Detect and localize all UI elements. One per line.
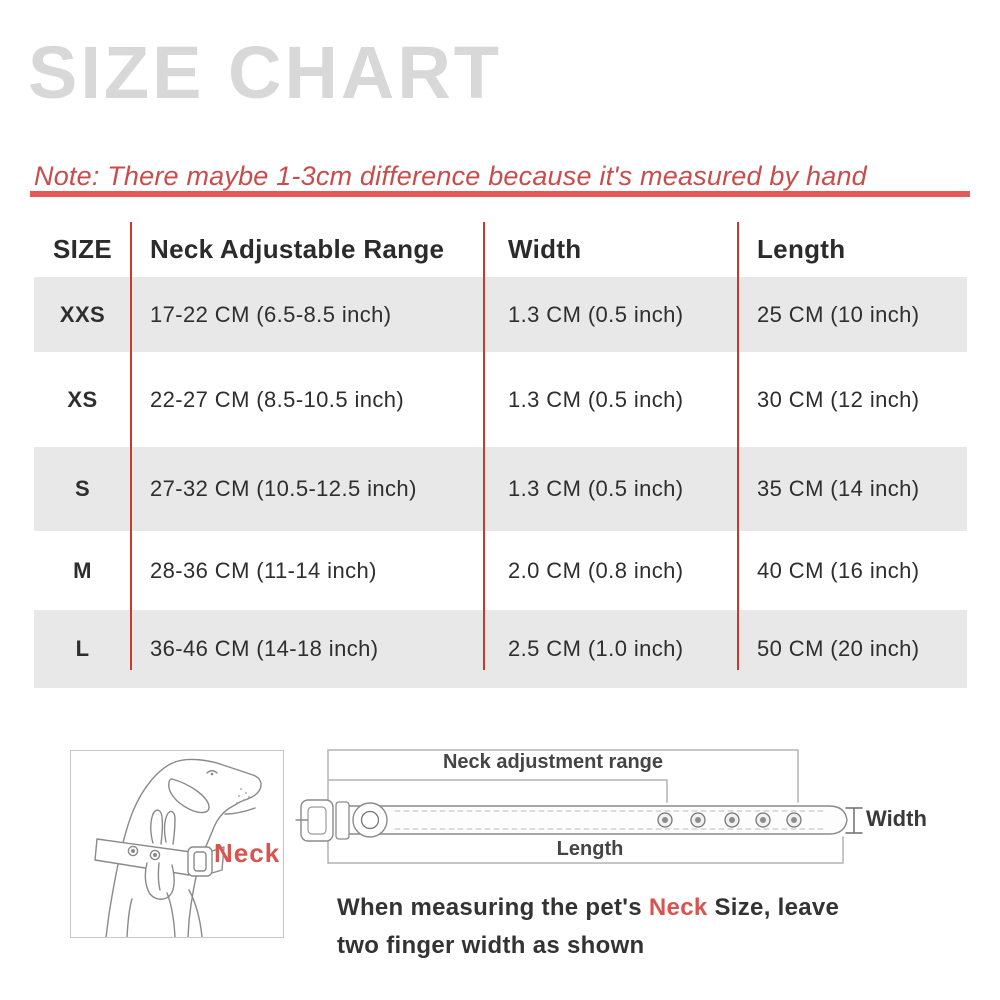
column-header-size: SIZE bbox=[53, 234, 112, 264]
column-divider-line bbox=[737, 222, 739, 670]
page-title: SIZE CHART bbox=[28, 31, 502, 114]
instruction-line-2: two finger width as shown bbox=[337, 932, 645, 959]
table-header-row: SIZE Neck Adjustable Range Width Length bbox=[34, 222, 967, 277]
size-label: S bbox=[74, 476, 91, 501]
neck-range-value: 27-32 CM (10.5-12.5 inch) bbox=[150, 476, 417, 501]
instruction-line-1: When measuring the pet's Neck Size, leav… bbox=[337, 889, 839, 927]
instruction-text: Size, leave bbox=[707, 894, 840, 921]
width-value: 1.3 CM (0.5 inch) bbox=[508, 301, 684, 327]
size-label: XXS bbox=[59, 301, 106, 327]
length-value: 35 CM (14 inch) bbox=[757, 476, 920, 501]
size-label: M bbox=[73, 557, 92, 583]
table-row-l: L 36-46 CM (14-18 inch) 2.5 CM (1.0 inch… bbox=[34, 610, 967, 688]
column-header-length: Length bbox=[757, 234, 846, 264]
width-value: 1.3 CM (0.5 inch) bbox=[508, 386, 684, 412]
neck-range-value: 17-22 CM (6.5-8.5 inch) bbox=[150, 301, 392, 327]
collar-diagram bbox=[295, 740, 955, 880]
length-value: 25 CM (10 inch) bbox=[757, 301, 920, 327]
column-header-width: Width bbox=[508, 234, 582, 264]
length-value: 30 CM (12 inch) bbox=[757, 386, 920, 412]
neck-range-value: 36-46 CM (14-18 inch) bbox=[150, 636, 379, 661]
neck-range-value: 28-36 CM (11-14 inch) bbox=[150, 557, 377, 583]
width-value: 1.3 CM (0.5 inch) bbox=[508, 476, 684, 501]
neck-range-value: 22-27 CM (8.5-10.5 inch) bbox=[150, 386, 405, 412]
column-divider-line bbox=[483, 222, 485, 670]
note-text: Note: There maybe 1-3cm difference becau… bbox=[34, 161, 867, 191]
size-label: L bbox=[75, 636, 90, 661]
width-value: 2.5 CM (1.0 inch) bbox=[508, 636, 684, 661]
note-underline-bar bbox=[30, 191, 970, 197]
column-header-neck-range: Neck Adjustable Range bbox=[150, 234, 445, 264]
instruction-text: When measuring the pet's bbox=[337, 894, 649, 921]
dog-illustration bbox=[94, 758, 262, 938]
table-row-m: M 28-36 CM (11-14 inch) 2.0 CM (0.8 inch… bbox=[34, 531, 967, 610]
length-value: 50 CM (20 inch) bbox=[757, 636, 920, 661]
neck-highlight-text: Neck bbox=[648, 894, 708, 921]
measuring-instructions: When measuring the pet's Neck Size, leav… bbox=[337, 889, 839, 965]
table-row-xxs: XXS 17-22 CM (6.5-8.5 inch) 1.3 CM (0.5 … bbox=[34, 277, 967, 352]
neck-adjustment-range-label: Neck adjustment range bbox=[442, 751, 664, 773]
length-value: 40 CM (16 inch) bbox=[757, 557, 920, 583]
width-label: Width bbox=[866, 806, 927, 831]
table-row-s: S 27-32 CM (10.5-12.5 inch) 1.3 CM (0.5 … bbox=[34, 447, 967, 531]
width-value: 2.0 CM (0.8 inch) bbox=[508, 557, 684, 583]
column-divider-line bbox=[130, 222, 132, 670]
table-row-xs: XS 22-27 CM (8.5-10.5 inch) 1.3 CM (0.5 … bbox=[34, 352, 967, 447]
dog-illustration-box bbox=[70, 750, 284, 938]
size-label: XS bbox=[67, 386, 98, 412]
length-label: Length bbox=[556, 838, 624, 860]
dog-neck-label: Neck bbox=[214, 838, 281, 868]
